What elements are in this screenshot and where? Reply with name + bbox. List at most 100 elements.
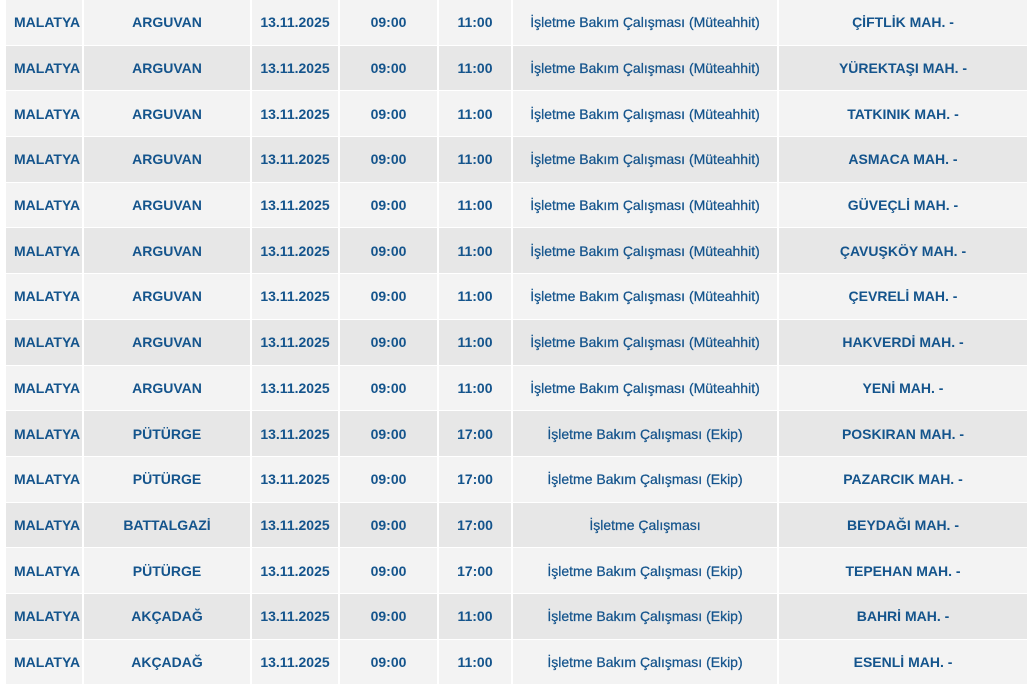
date-cell: 13.11.2025 [252, 45, 338, 91]
reason-cell: İşletme Bakım Çalışması (Müteahhit) [513, 274, 777, 319]
province-cell: MALATYA [6, 0, 82, 45]
outage-table-body: MALATYA ARGUVAN 13.11.2025 09:00 11:00 İşletm… [6, 0, 1027, 685]
end-time-cell: 11:00 [439, 319, 511, 365]
reason-cell: İşletme Bakım Çalışması (Ekip) [513, 639, 777, 685]
date-cell: 13.11.2025 [252, 91, 338, 137]
table-row: MALATYA AKÇADAĞ 13.11.2025 09:00 11:00 İşletm… [6, 593, 1027, 639]
district-cell: ARGUVAN [84, 228, 250, 274]
neighborhood-cell: BAHRİ MAH. - [779, 593, 1027, 639]
date-cell: 13.11.2025 [252, 411, 338, 456]
neighborhood-cell: BEYDAĞI MAH. - [779, 502, 1027, 548]
reason-cell: İşletme Bakım Çalışması (Ekip) [513, 456, 777, 502]
table-row: MALATYA ARGUVAN 13.11.2025 09:00 11:00 İşletm… [6, 0, 1027, 45]
table-row: MALATYA BATTALGAZİ 13.11.2025 09:00 17:00 İşl… [6, 502, 1027, 548]
start-time-cell: 09:00 [340, 0, 437, 45]
start-time-cell: 09:00 [340, 182, 437, 228]
district-cell: AKÇADAĞ [84, 593, 250, 639]
table-row: MALATYA ARGUVAN 13.11.2025 09:00 11:00 İşletm… [6, 365, 1027, 411]
end-time-cell: 11:00 [439, 365, 511, 411]
start-time-cell: 09:00 [340, 456, 437, 502]
date-cell: 13.11.2025 [252, 0, 338, 45]
outage-table: MALATYA ARGUVAN 13.11.2025 09:00 11:00 İşletm… [4, 0, 1029, 685]
start-time-cell: 09:00 [340, 91, 437, 137]
table-row: MALATYA ARGUVAN 13.11.2025 09:00 11:00 İşletm… [6, 45, 1027, 91]
date-cell: 13.11.2025 [252, 274, 338, 319]
reason-cell: İşletme Bakım Çalışması (Ekip) [513, 411, 777, 456]
table-row: MALATYA AKÇADAĞ 13.11.2025 09:00 11:00 İşletm… [6, 639, 1027, 685]
start-time-cell: 09:00 [340, 593, 437, 639]
district-cell: ARGUVAN [84, 91, 250, 137]
end-time-cell: 11:00 [439, 593, 511, 639]
district-cell: PÜTÜRGE [84, 548, 250, 593]
neighborhood-cell: ÇİFTLİK MAH. - [779, 0, 1027, 45]
reason-cell: İşletme Bakım Çalışması (Müteahhit) [513, 365, 777, 411]
province-cell: MALATYA [6, 45, 82, 91]
district-cell: BATTALGAZİ [84, 502, 250, 548]
date-cell: 13.11.2025 [252, 548, 338, 593]
province-cell: MALATYA [6, 319, 82, 365]
table-row: MALATYA ARGUVAN 13.11.2025 09:00 11:00 İşletm… [6, 228, 1027, 274]
district-cell: AKÇADAĞ [84, 639, 250, 685]
end-time-cell: 11:00 [439, 137, 511, 182]
table-row: MALATYA PÜTÜRGE 13.11.2025 09:00 17:00 İşletm… [6, 456, 1027, 502]
start-time-cell: 09:00 [340, 228, 437, 274]
district-cell: ARGUVAN [84, 0, 250, 45]
neighborhood-cell: PAZARCIK MAH. - [779, 456, 1027, 502]
date-cell: 13.11.2025 [252, 319, 338, 365]
district-cell: ARGUVAN [84, 274, 250, 319]
reason-cell: İşletme Bakım Çalışması (Müteahhit) [513, 0, 777, 45]
start-time-cell: 09:00 [340, 411, 437, 456]
district-cell: ARGUVAN [84, 319, 250, 365]
end-time-cell: 11:00 [439, 45, 511, 91]
district-cell: ARGUVAN [84, 365, 250, 411]
neighborhood-cell: TEPEHAN MAH. - [779, 548, 1027, 593]
province-cell: MALATYA [6, 182, 82, 228]
start-time-cell: 09:00 [340, 365, 437, 411]
table-row: MALATYA ARGUVAN 13.11.2025 09:00 11:00 İşletm… [6, 91, 1027, 137]
reason-cell: İşletme Bakım Çalışması (Müteahhit) [513, 91, 777, 137]
neighborhood-cell: ESENLİ MAH. - [779, 639, 1027, 685]
date-cell: 13.11.2025 [252, 365, 338, 411]
start-time-cell: 09:00 [340, 274, 437, 319]
neighborhood-cell: ÇAVUŞKÖY MAH. - [779, 228, 1027, 274]
end-time-cell: 11:00 [439, 0, 511, 45]
end-time-cell: 17:00 [439, 456, 511, 502]
district-cell: ARGUVAN [84, 45, 250, 91]
table-row: MALATYA ARGUVAN 13.11.2025 09:00 11:00 İşletm… [6, 137, 1027, 182]
province-cell: MALATYA [6, 456, 82, 502]
reason-cell: İşletme Bakım Çalışması (Müteahhit) [513, 137, 777, 182]
start-time-cell: 09:00 [340, 45, 437, 91]
neighborhood-cell: HAKVERDİ MAH. - [779, 319, 1027, 365]
date-cell: 13.11.2025 [252, 137, 338, 182]
district-cell: ARGUVAN [84, 182, 250, 228]
district-cell: PÜTÜRGE [84, 456, 250, 502]
province-cell: MALATYA [6, 639, 82, 685]
reason-cell: İşletme Bakım Çalışması (Ekip) [513, 548, 777, 593]
end-time-cell: 17:00 [439, 411, 511, 456]
district-cell: PÜTÜRGE [84, 411, 250, 456]
reason-cell: İşletme Bakım Çalışması (Müteahhit) [513, 228, 777, 274]
start-time-cell: 09:00 [340, 137, 437, 182]
province-cell: MALATYA [6, 137, 82, 182]
date-cell: 13.11.2025 [252, 456, 338, 502]
reason-cell: İşletme Bakım Çalışması (Müteahhit) [513, 319, 777, 365]
table-row: MALATYA ARGUVAN 13.11.2025 09:00 11:00 İşletm… [6, 319, 1027, 365]
end-time-cell: 11:00 [439, 91, 511, 137]
province-cell: MALATYA [6, 274, 82, 319]
province-cell: MALATYA [6, 593, 82, 639]
province-cell: MALATYA [6, 502, 82, 548]
end-time-cell: 11:00 [439, 639, 511, 685]
province-cell: MALATYA [6, 411, 82, 456]
neighborhood-cell: YENİ MAH. - [779, 365, 1027, 411]
start-time-cell: 09:00 [340, 639, 437, 685]
end-time-cell: 11:00 [439, 274, 511, 319]
end-time-cell: 11:00 [439, 182, 511, 228]
neighborhood-cell: GÜVEÇLİ MAH. - [779, 182, 1027, 228]
start-time-cell: 09:00 [340, 548, 437, 593]
neighborhood-cell: TATKINIK MAH. - [779, 91, 1027, 137]
end-time-cell: 17:00 [439, 548, 511, 593]
reason-cell: İşletme Bakım Çalışması (Müteahhit) [513, 182, 777, 228]
neighborhood-cell: ÇEVRELİ MAH. - [779, 274, 1027, 319]
end-time-cell: 17:00 [439, 502, 511, 548]
province-cell: MALATYA [6, 91, 82, 137]
